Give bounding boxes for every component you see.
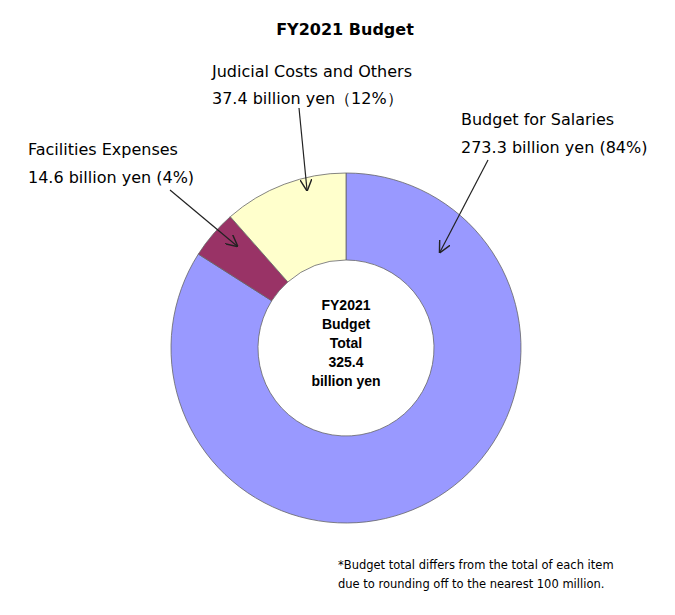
slice-label: Judicial Costs and Others [211,62,412,81]
leader-arrow [299,108,307,190]
center-text: Budget [322,316,371,332]
slice-label: Facilities Expenses [28,140,178,159]
slice [230,173,346,282]
value-label: 14.6 billion yen (4%) [28,168,194,187]
value-label: 37.4 billion yen（12%） [212,89,403,108]
slice-label: Budget for Salaries [461,110,614,129]
leader-arrow [170,190,237,246]
center-text: billion yen [311,373,380,389]
center-text: FY2021 [321,297,370,313]
slice [171,173,521,523]
title: FY2021 Budget [276,20,414,39]
center-text: 325.4 [328,354,363,370]
value-label: 273.3 billion yen (84%) [461,138,647,157]
center-text: Total [330,335,362,351]
slices [171,173,521,523]
footnote: *Budget total differs from the total of … [338,558,614,572]
chart: FY2021 Budget FY2021 Budget Total 325.4 billi… [0,0,675,615]
footnote: due to rounding off to the nearest 100 m… [338,577,604,591]
leader-arrow [440,160,488,252]
